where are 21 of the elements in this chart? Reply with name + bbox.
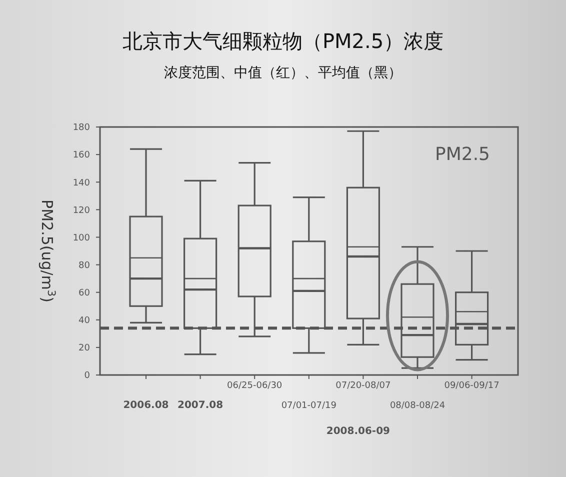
x-tick-label: 2006.08 <box>123 400 169 411</box>
y-tick-label: 180 <box>72 123 90 134</box>
x-tick-label: 07/01-07/19 <box>281 401 337 411</box>
y-tick-label: 100 <box>72 233 90 244</box>
x-tick-label: 08/08-08/24 <box>390 401 446 411</box>
y-tick-label: 160 <box>72 150 90 161</box>
x-tick-label: 07/20-08/07 <box>336 381 391 391</box>
chart-subtitle: 浓度范围、中值（红）、平均值（黑） <box>164 65 402 81</box>
annotation: PM2.5 <box>434 144 490 165</box>
y-tick-label: 40 <box>78 316 90 326</box>
y-tick-label: 120 <box>72 206 90 216</box>
y-tick-label: 80 <box>78 260 90 271</box>
chart-title: 北京市大气细颗粒物（PM2.5）浓度 <box>122 29 444 53</box>
x-tick-label: 06/25-06/30 <box>227 381 282 391</box>
x-tick-label: 2007.08 <box>178 400 224 411</box>
y-tick-label: 20 <box>78 344 90 354</box>
text: 2008.06-09 <box>326 426 390 437</box>
x-tick-label: 09/06-09/17 <box>444 381 500 391</box>
y-tick-label: 140 <box>72 178 90 188</box>
y-tick-label: 0 <box>84 371 90 382</box>
y-tick-label: 60 <box>78 288 90 298</box>
